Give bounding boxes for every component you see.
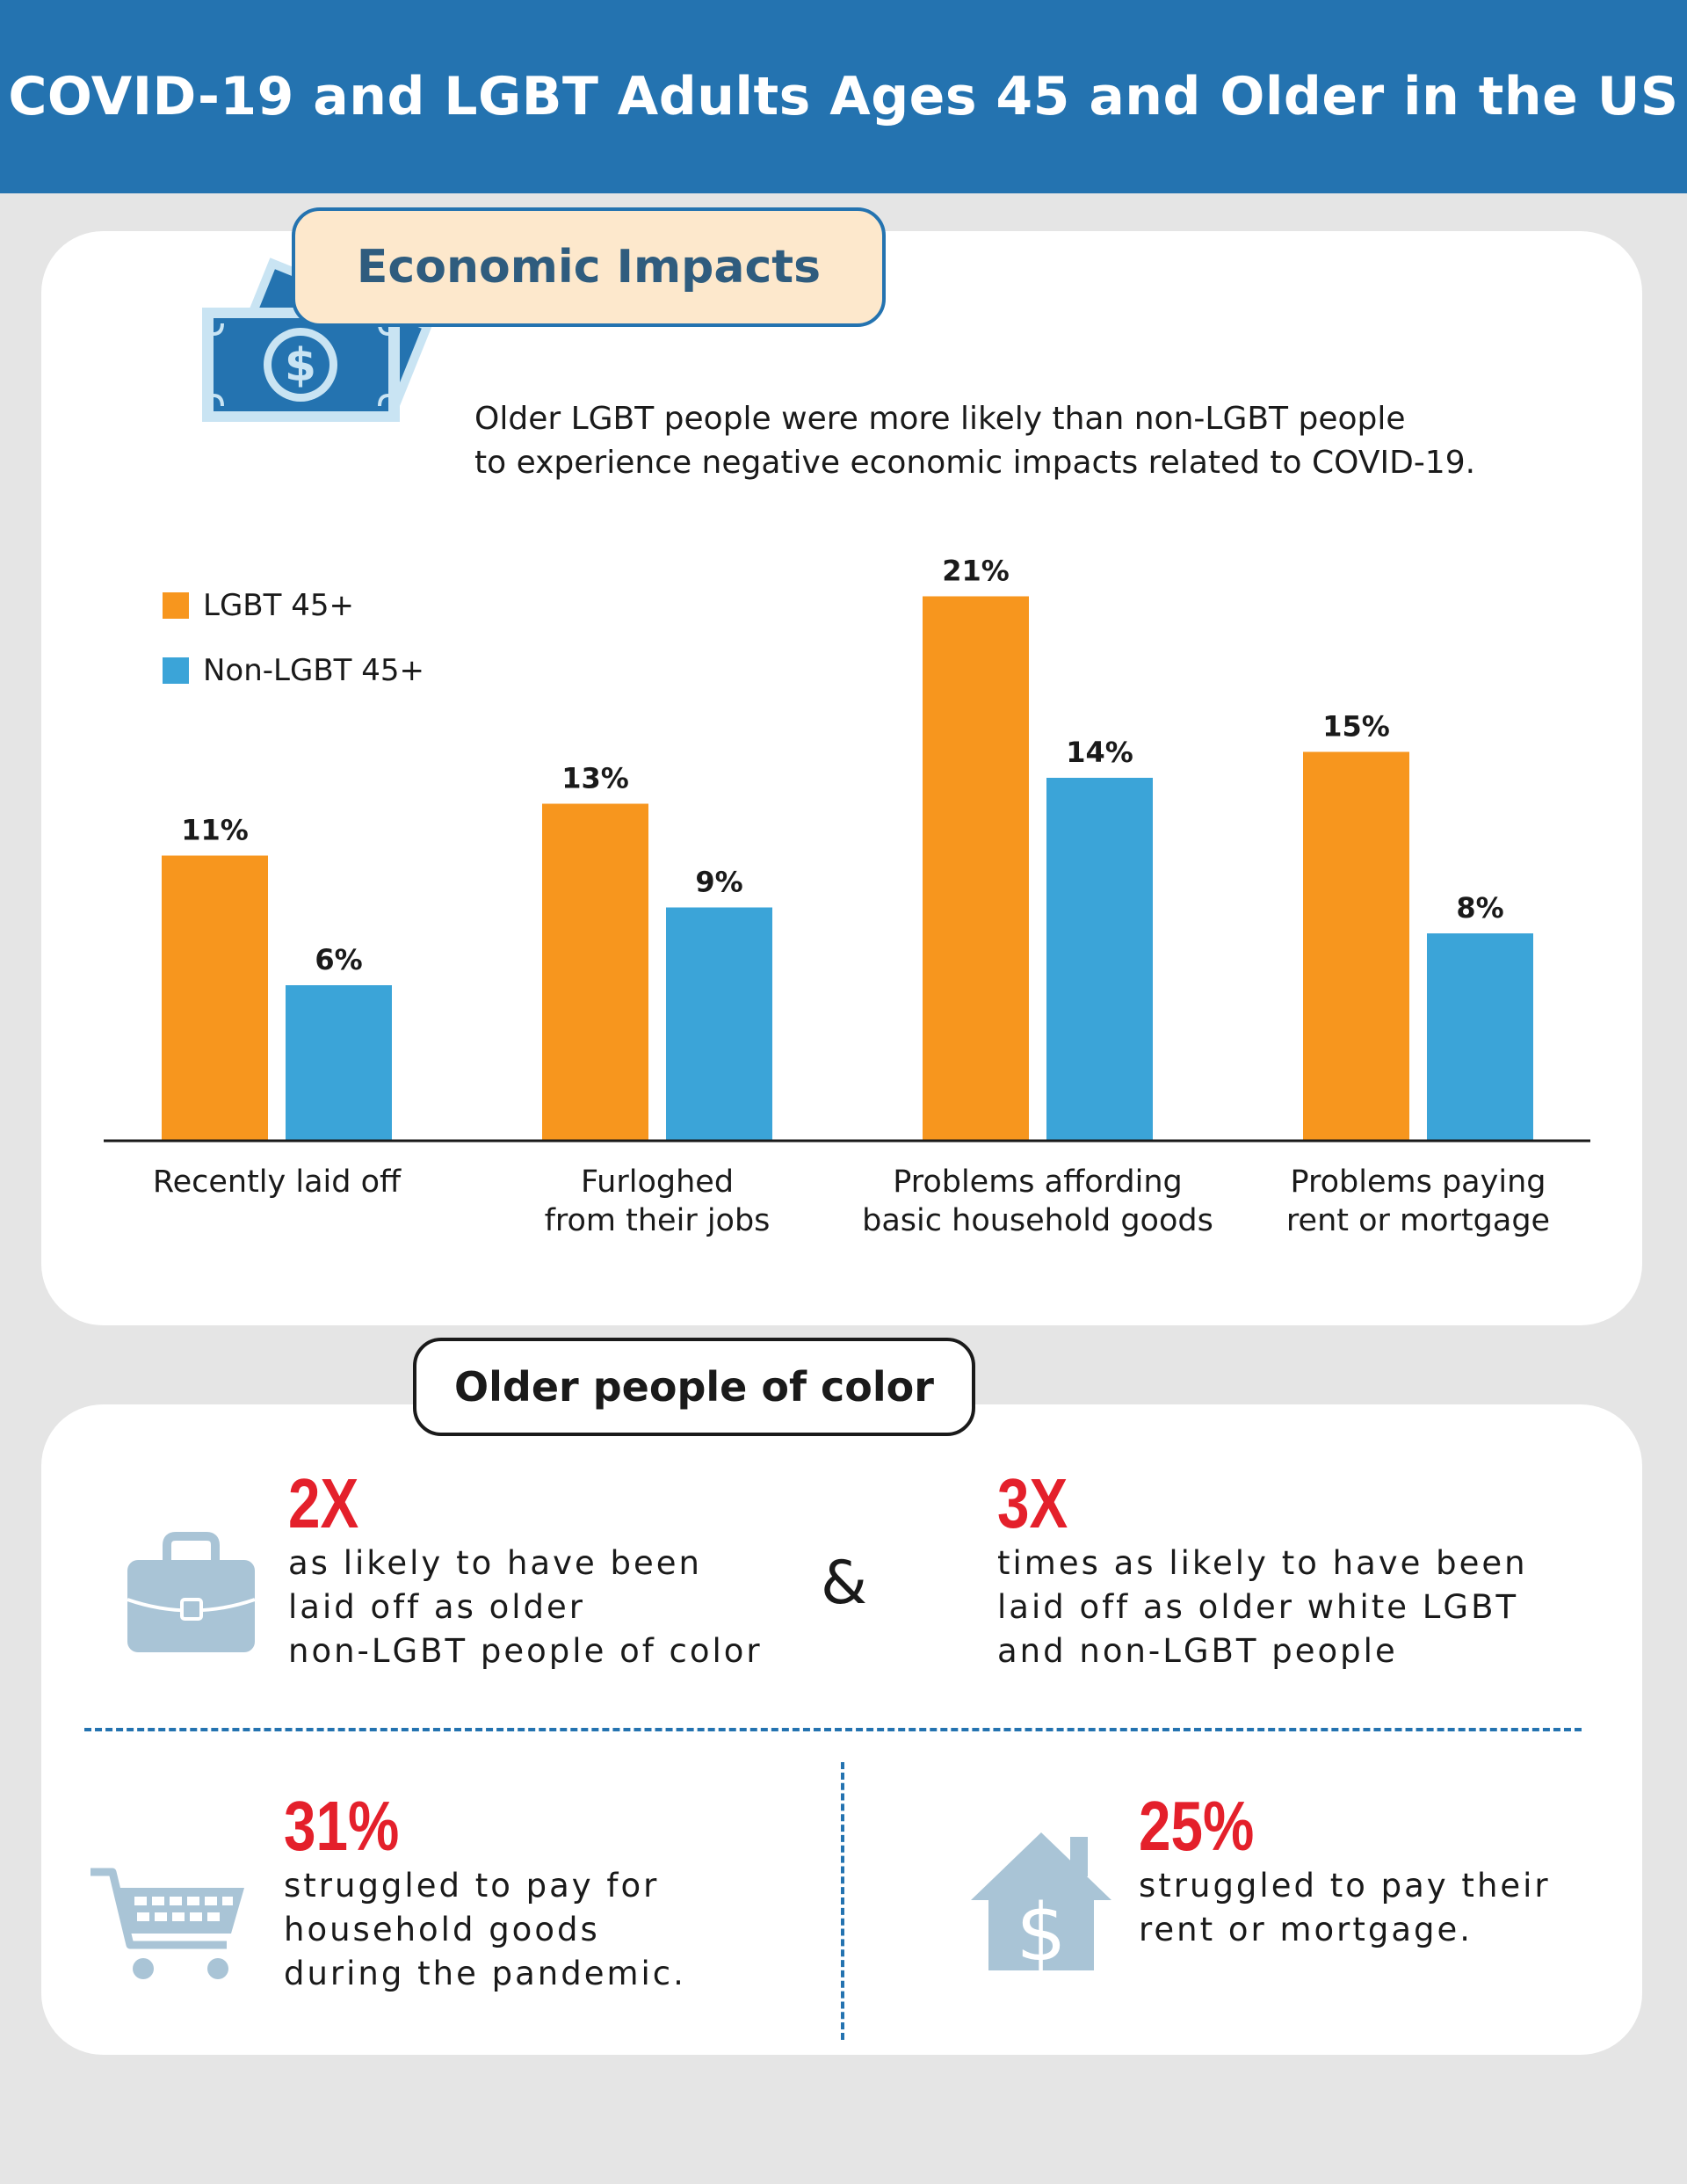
data-label-lgbt-3: 15% <box>1322 710 1390 744</box>
intro-line-2: to experience negative economic impacts … <box>474 445 1476 481</box>
stat-25-value: 25% <box>1139 1787 1255 1865</box>
house-dollar-icon: $ <box>971 1832 1111 1973</box>
stat-31-percent: 31% struggled to pay for household goods… <box>284 1789 811 1996</box>
category-label-2-0: Problems affording <box>893 1165 1183 1200</box>
stat-2x-text: as likely to have been laid off as older… <box>288 1544 763 1670</box>
data-label-nonlgbt-1: 9% <box>695 866 742 899</box>
legend-item-lgbt: LGBT 45+ <box>163 573 424 638</box>
data-label-lgbt-1: 13% <box>561 762 629 795</box>
svg-text:$: $ <box>285 339 316 392</box>
bar-nonlgbt-2 <box>1046 778 1153 1141</box>
briefcase-icon <box>127 1532 256 1652</box>
stat-31-value: 31% <box>284 1787 400 1865</box>
category-label-2-1: basic household goods <box>862 1203 1213 1238</box>
page-title: COVID-19 and LGBT Adults Ages 45 and Old… <box>8 66 1679 127</box>
data-label-nonlgbt-2: 14% <box>1066 736 1133 769</box>
shopping-cart-icon <box>91 1868 244 1979</box>
ampersand: & <box>821 1549 868 1618</box>
bar-lgbt-1 <box>542 803 648 1141</box>
bar-lgbt-0 <box>162 855 268 1141</box>
category-label-3-0: Problems paying <box>1291 1165 1546 1200</box>
legend-label-lgbt: LGBT 45+ <box>203 588 354 623</box>
stat-25-percent: 25% struggled to pay their rent or mortg… <box>1139 1789 1631 1952</box>
category-label-1-0: Furloghed <box>581 1165 734 1200</box>
legend-label-nonlgbt: Non-LGBT 45+ <box>203 653 424 688</box>
people-of-color-tab: Older people of color <box>413 1338 975 1436</box>
legend-swatch-lgbt <box>163 592 189 619</box>
money-bill-icon: $ <box>202 258 433 422</box>
page-header: COVID-19 and LGBT Adults Ages 45 and Old… <box>0 0 1687 193</box>
bar-lgbt-3 <box>1303 751 1409 1141</box>
legend-item-nonlgbt: Non-LGBT 45+ <box>163 638 424 703</box>
stat-25-text: struggled to pay their rent or mortgage. <box>1139 1867 1551 1948</box>
chart-legend: LGBT 45+ Non-LGBT 45+ <box>163 573 424 703</box>
horizontal-divider <box>84 1728 1582 1731</box>
vertical-divider <box>841 1762 844 2040</box>
data-label-lgbt-2: 21% <box>942 555 1010 588</box>
bar-nonlgbt-1 <box>666 907 772 1141</box>
intro-line-1: Older LGBT people were more likely than … <box>474 401 1406 437</box>
stat-3x-value: 3X <box>997 1464 1068 1542</box>
bar-chart: 11% 6% Recently laid off 13% 9% Furloghedfrom… <box>104 555 1590 1238</box>
data-label-nonlgbt-3: 8% <box>1456 891 1503 925</box>
category-label-1-1: from their jobs <box>545 1203 771 1238</box>
category-label-3-1: rent or mortgage <box>1286 1203 1550 1238</box>
category-label-0-0: Recently laid off <box>153 1165 402 1200</box>
bar-nonlgbt-0 <box>286 985 392 1141</box>
legend-swatch-nonlgbt <box>163 657 189 684</box>
data-label-nonlgbt-0: 6% <box>315 943 362 976</box>
bar-lgbt-2 <box>923 596 1029 1141</box>
data-label-lgbt-0: 11% <box>181 814 249 847</box>
stat-31-text: struggled to pay for household goods dur… <box>284 1867 686 1992</box>
svg-text:$: $ <box>1016 1887 1066 1973</box>
stat-2x: 2X as likely to have been laid off as ol… <box>288 1466 851 1673</box>
economic-impacts-tab: Economic Impacts <box>292 207 886 327</box>
stat-3x: 3X times as likely to have been laid off… <box>997 1466 1612 1673</box>
stat-2x-value: 2X <box>288 1464 359 1542</box>
stat-3x-text: times as likely to have been laid off as… <box>997 1544 1528 1670</box>
bar-nonlgbt-3 <box>1427 933 1533 1141</box>
economic-intro: Older LGBT people were more likely than … <box>474 397 1546 485</box>
